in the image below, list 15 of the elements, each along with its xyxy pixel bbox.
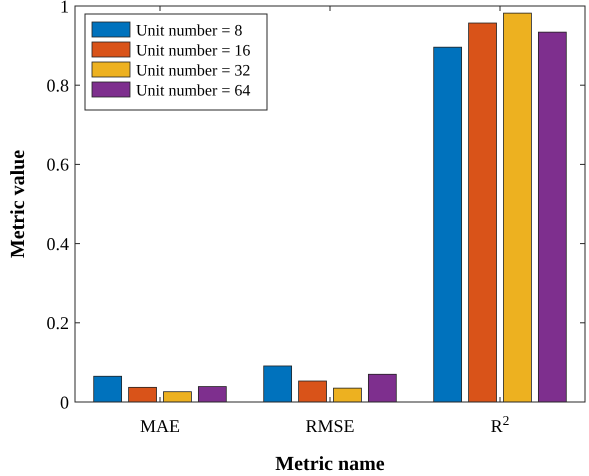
legend-label: Unit number = 32	[136, 62, 250, 80]
legend-label: Unit number = 64	[136, 82, 250, 100]
legend-label: Unit number = 8	[136, 22, 242, 40]
y-axis-title: Metric value	[7, 150, 29, 258]
x-tick-label: MAE	[140, 416, 180, 436]
y-tick-label: 0.8	[46, 76, 69, 96]
y-tick-label: 0.2	[46, 313, 69, 334]
legend-label: Unit number = 16	[136, 42, 250, 60]
x-tick-label: RMSE	[305, 416, 355, 436]
y-tick-label: 0	[60, 392, 69, 412]
x-tick-label: R$^{2}$	[490, 412, 510, 436]
y-tick-label: 0.4	[46, 234, 69, 254]
x-axis-title: Metric name	[275, 453, 385, 475]
y-tick-label: 0.6	[46, 154, 69, 175]
y-tick-label: 1	[60, 0, 69, 16]
